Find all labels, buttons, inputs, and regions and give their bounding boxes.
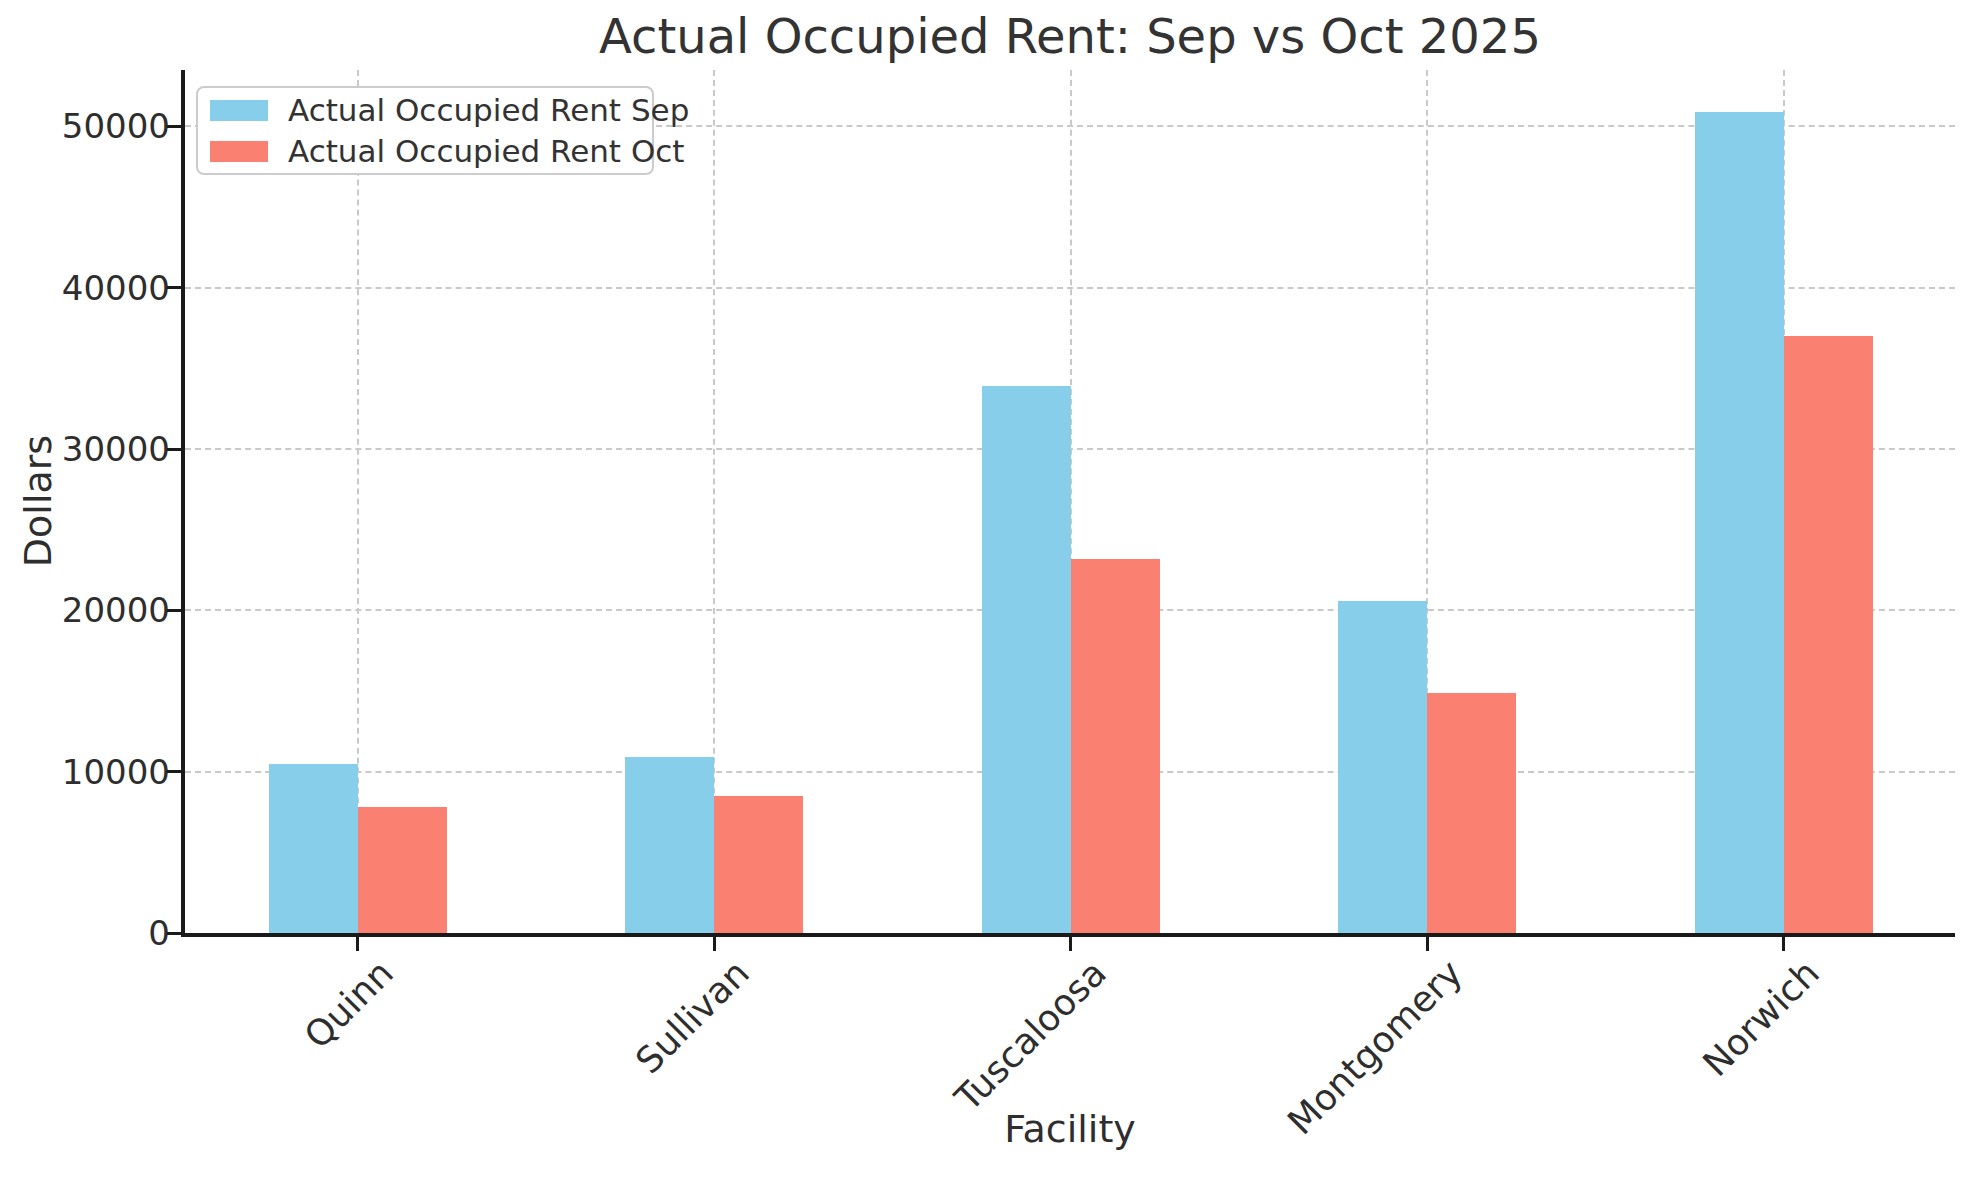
x-tick-mark	[1782, 937, 1785, 951]
y-tick-mark	[167, 932, 181, 935]
legend: Actual Occupied Rent Sep Actual Occupied…	[196, 86, 654, 175]
x-axis-spine	[181, 933, 1955, 937]
bar-oct-sullivan	[714, 796, 803, 933]
bar-sep-norwich	[1695, 112, 1784, 933]
bar-chart: Actual Occupied Rent: Sep vs Oct 2025 Do…	[0, 0, 1980, 1180]
plot-area: 0 10000 20000 30000 40000 50000 Quinn Sullivan T…	[0, 0, 1980, 1180]
y-tick-label: 10000	[0, 752, 170, 792]
bar-sep-tuscaloosa	[982, 386, 1071, 933]
x-tick-label: Quinn	[159, 952, 401, 1180]
y-tick-mark	[167, 609, 181, 612]
y-tick-label: 40000	[0, 268, 170, 308]
bar-oct-norwich	[1784, 336, 1873, 933]
legend-swatch-oct	[210, 141, 268, 162]
y-tick-mark	[167, 448, 181, 451]
x-tick-mark	[713, 937, 716, 951]
y-tick-label: 20000	[0, 590, 170, 630]
y-tick-mark	[167, 286, 181, 289]
y-axis-spine	[181, 70, 185, 937]
legend-swatch-sep	[210, 100, 268, 121]
bar-sep-montgomery	[1338, 601, 1427, 933]
x-tick-label: Norwich	[1585, 952, 1827, 1180]
x-tick-mark	[1426, 937, 1429, 951]
legend-label-sep: Actual Occupied Rent Sep	[288, 94, 689, 127]
x-tick-label: Sullivan	[516, 952, 758, 1180]
y-tick-label: 0	[0, 913, 170, 953]
y-tick-mark	[167, 770, 181, 773]
legend-item-oct: Actual Occupied Rent Oct	[210, 135, 640, 168]
legend-label-oct: Actual Occupied Rent Oct	[288, 135, 684, 168]
x-tick-mark	[1069, 937, 1072, 951]
bar-oct-tuscaloosa	[1071, 559, 1160, 933]
bar-oct-quinn	[358, 807, 447, 933]
y-tick-label: 50000	[0, 106, 170, 146]
bar-sep-quinn	[269, 764, 358, 933]
bar-sep-sullivan	[625, 757, 714, 933]
legend-item-sep: Actual Occupied Rent Sep	[210, 94, 640, 127]
x-tick-label: Montgomery	[1229, 952, 1471, 1180]
y-tick-mark	[167, 125, 181, 128]
x-tick-label: Tuscaloosa	[872, 952, 1114, 1180]
bar-oct-montgomery	[1427, 693, 1516, 933]
x-tick-mark	[356, 937, 359, 951]
y-tick-label: 30000	[0, 429, 170, 469]
